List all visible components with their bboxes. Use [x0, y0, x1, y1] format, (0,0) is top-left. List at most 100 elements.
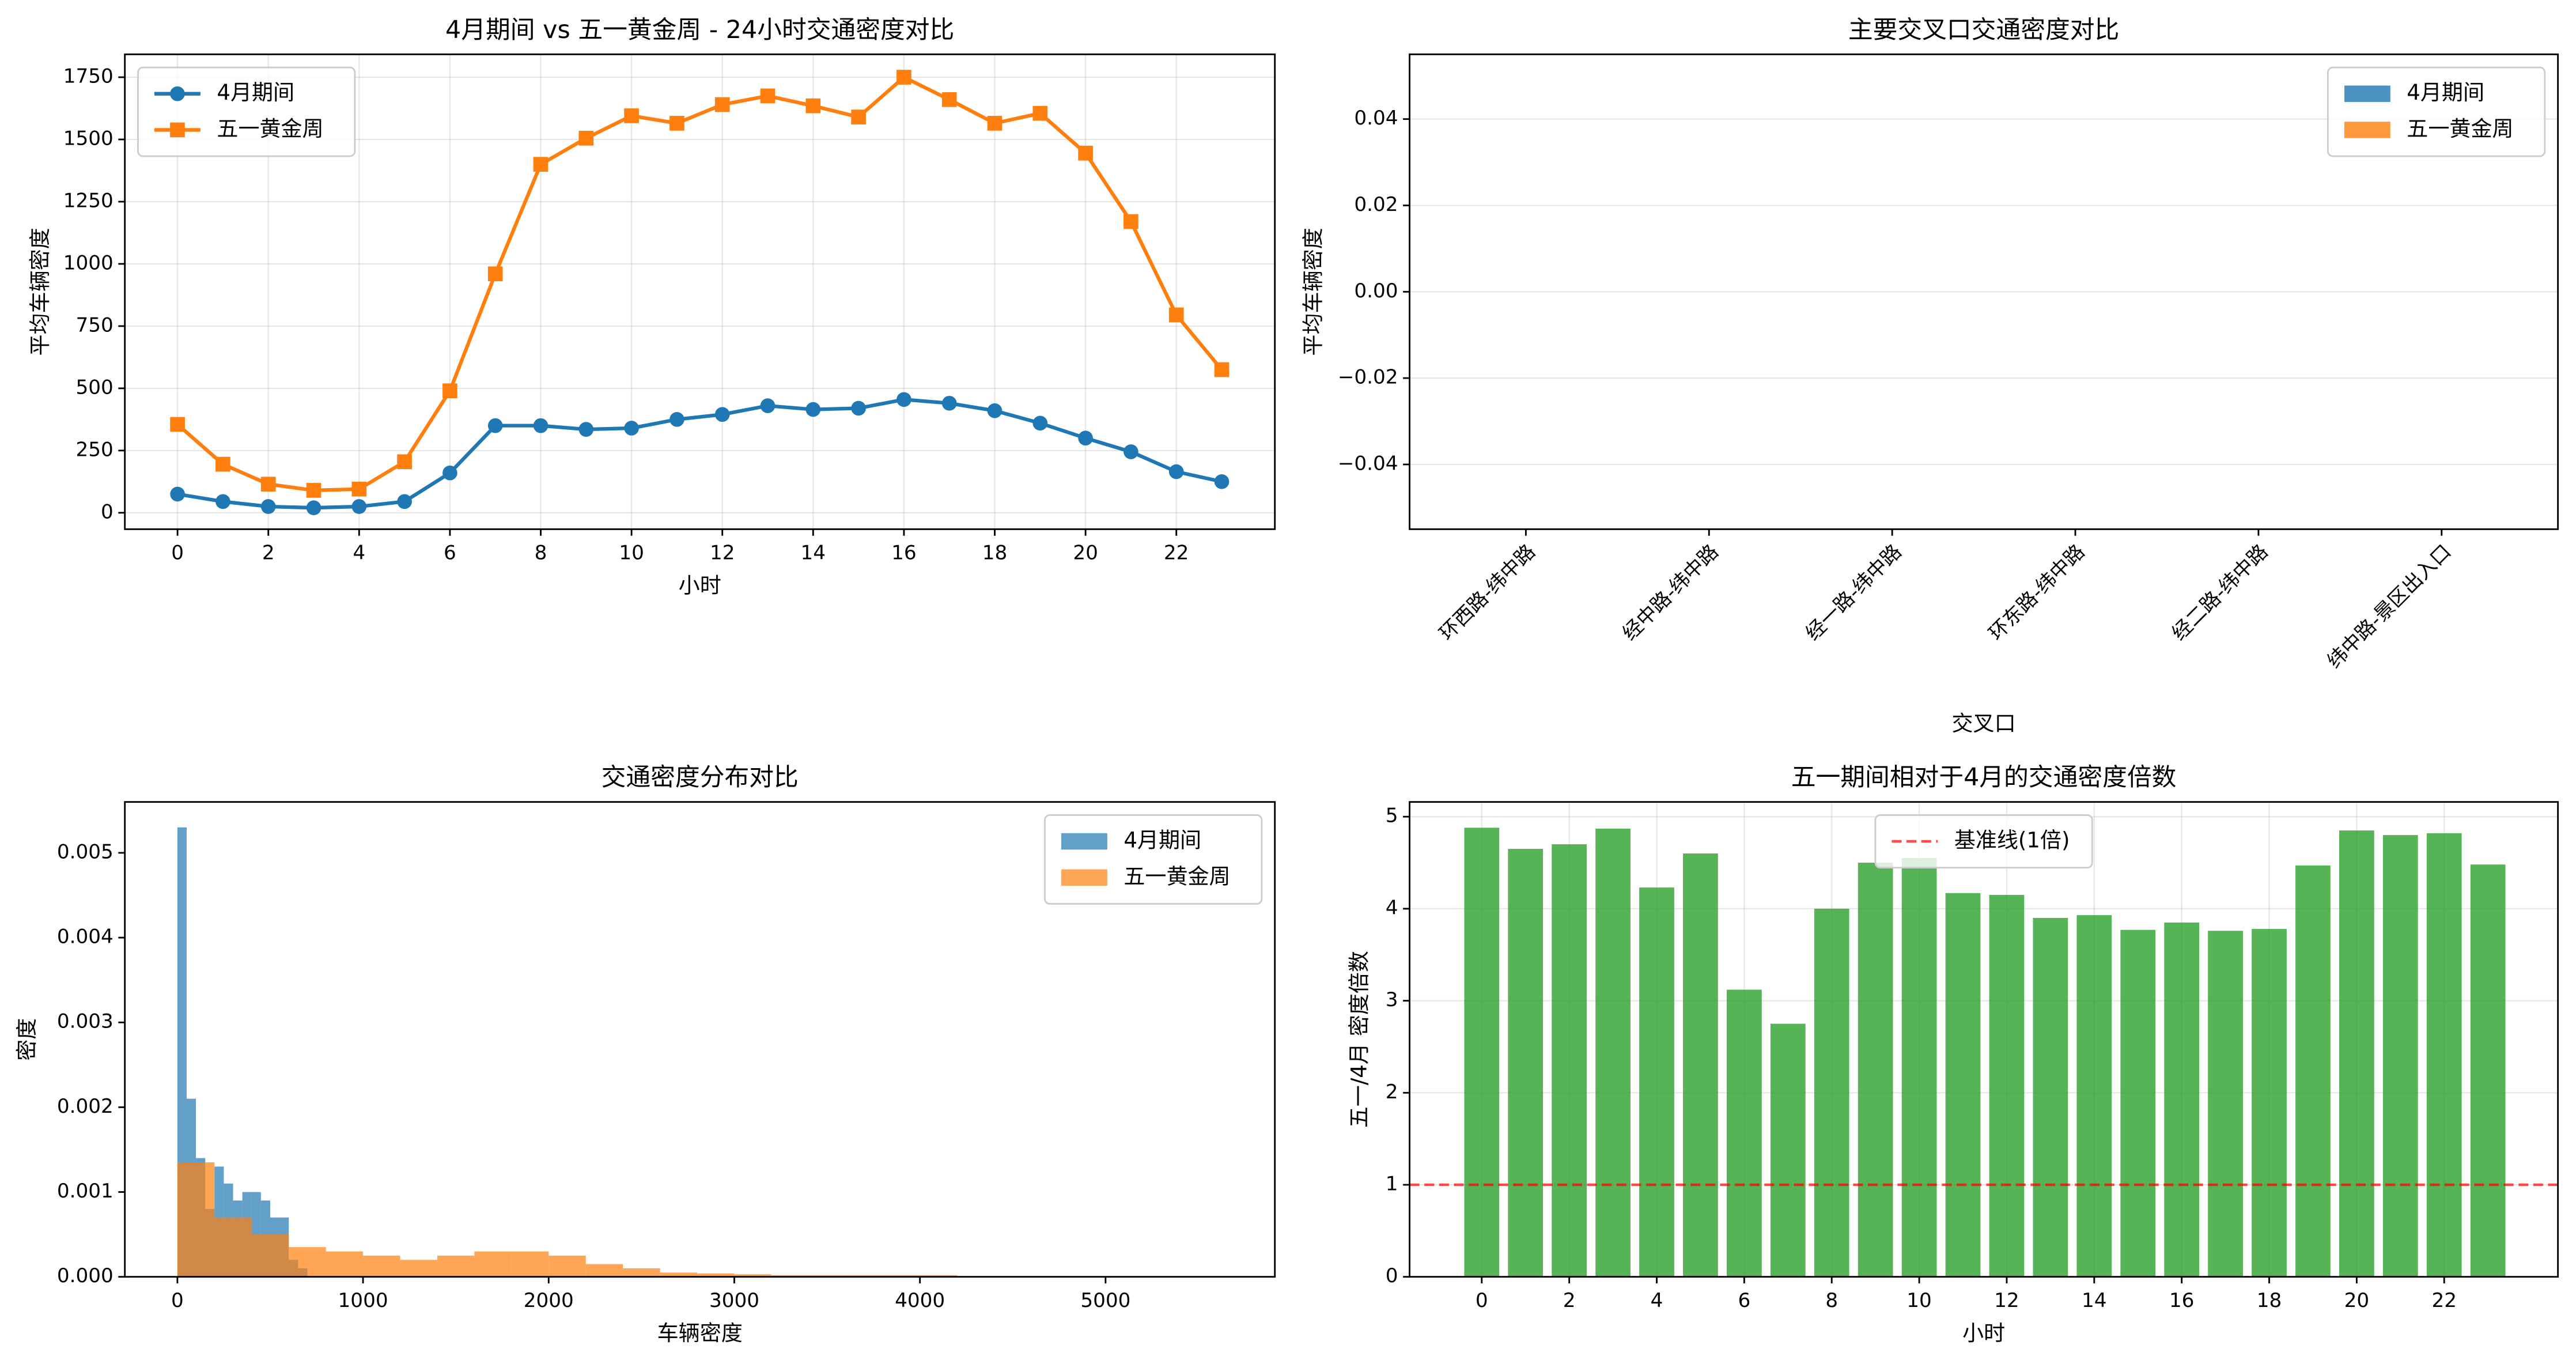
histogram-bar	[808, 1275, 846, 1277]
chart-panel: 0 250 500 750 1000 1250 1500 1750 0 2 4 6 8 10 12 14 16 1…	[28, 16, 1276, 598]
x-tick-label: 2	[262, 542, 275, 565]
bar	[2339, 830, 2374, 1277]
histogram-bar	[585, 1264, 623, 1277]
x-axis-label: 小时	[1962, 1321, 2005, 1346]
marker	[941, 395, 957, 411]
marker	[578, 130, 594, 146]
marker	[215, 456, 230, 472]
marker	[397, 494, 412, 509]
y-tick-label: 250	[75, 438, 113, 461]
bar	[2252, 929, 2287, 1277]
marker	[306, 483, 321, 498]
histogram-bar	[845, 1275, 883, 1277]
x-tick-label: 14	[801, 542, 826, 565]
y-tick-label: 0	[101, 500, 114, 523]
x-tick-label: 4000	[895, 1289, 945, 1312]
legend-marker	[170, 86, 185, 101]
x-tick-label: 0	[1476, 1289, 1488, 1312]
marker	[669, 116, 684, 131]
marker	[624, 108, 639, 123]
histogram-bar	[734, 1274, 771, 1277]
y-tick-label: −0.04	[1338, 452, 1398, 475]
y-axis-label: 五一/4月 密度倍数	[1346, 951, 1371, 1128]
axes-frame	[1409, 801, 2559, 1278]
x-tick-label: 20	[2344, 1289, 2370, 1312]
histogram-bar	[400, 1260, 437, 1277]
chart-title: 交通密度分布对比	[602, 763, 799, 792]
histogram-bar	[920, 1275, 958, 1277]
chart-title: 主要交叉口交通密度对比	[1848, 16, 2119, 44]
x-tick-label: 6	[444, 542, 456, 565]
marker	[1032, 105, 1048, 121]
marker	[397, 454, 412, 470]
marker	[1214, 362, 1230, 377]
legend-patch	[1061, 833, 1107, 850]
legend-label: 4月期间	[217, 80, 294, 105]
marker	[1124, 444, 1138, 459]
y-tick-label: 0.002	[57, 1095, 114, 1118]
x-axis-label: 交叉口	[1951, 711, 2015, 736]
marker	[1124, 214, 1138, 229]
y-tick-label: 2	[1386, 1080, 1398, 1104]
marker	[487, 266, 503, 282]
marker	[170, 417, 185, 432]
marker	[805, 98, 821, 114]
y-tick-label: 0.00	[1354, 279, 1398, 303]
histogram-bar	[177, 1162, 215, 1277]
chart-title: 五一期间相对于4月的交通密度倍数	[1791, 763, 2177, 792]
histogram-bar	[289, 1247, 326, 1277]
marker	[442, 383, 457, 399]
x-tick-label: 8	[1825, 1289, 1838, 1312]
legend-box	[137, 66, 356, 157]
y-tick-label: 0	[1386, 1264, 1398, 1287]
marker	[487, 418, 503, 433]
marker	[170, 486, 185, 502]
marker	[578, 422, 594, 437]
marker	[805, 402, 821, 417]
marker	[1214, 474, 1230, 489]
bar	[2076, 915, 2112, 1277]
bar	[1508, 849, 1544, 1277]
x-tick-label: 4	[353, 542, 365, 565]
marker	[624, 421, 639, 436]
x-tick-label: 3000	[709, 1289, 759, 1312]
marker	[897, 70, 911, 85]
x-tick-label: 10	[1907, 1289, 1932, 1312]
histogram-bar	[660, 1272, 698, 1277]
y-tick-label: 1000	[63, 251, 114, 274]
bar	[1945, 893, 1981, 1277]
marker	[351, 481, 367, 497]
histogram-bar	[326, 1251, 364, 1277]
marker	[442, 465, 457, 481]
marker	[760, 398, 776, 413]
histogram-bar	[883, 1275, 920, 1277]
y-tick-label: 0.005	[57, 840, 114, 863]
y-tick-label: 1250	[63, 189, 114, 212]
legend-patch	[1061, 869, 1107, 886]
bar	[1989, 894, 2025, 1277]
marker	[260, 477, 276, 492]
marker	[851, 109, 866, 124]
y-tick-label: 0.04	[1354, 107, 1398, 130]
legend-label: 4月期间	[2407, 80, 2484, 105]
histogram-bar	[623, 1268, 660, 1277]
bar	[1814, 908, 1849, 1277]
x-tick-label: 4	[1651, 1289, 1663, 1312]
legend-label: 基准线(1倍)	[1954, 828, 2070, 853]
y-tick-label: 1500	[63, 127, 114, 150]
legend-marker	[170, 122, 185, 138]
marker	[1168, 307, 1184, 323]
x-tick-label: 8	[535, 542, 547, 565]
chart-panel: 0.000 0.001 0.002 0.003 0.004 0.005 0 1000 2000 3…	[14, 763, 1276, 1346]
legend-label: 五一黄金周	[2407, 116, 2513, 141]
marker	[760, 88, 776, 104]
histogram-bar	[363, 1255, 400, 1277]
bar	[1595, 828, 1631, 1277]
x-axis-label: 小时	[679, 573, 721, 598]
marker	[1032, 415, 1048, 431]
histogram-bar	[549, 1255, 586, 1277]
marker	[851, 400, 866, 416]
bar	[2295, 865, 2331, 1277]
bar	[1683, 853, 1718, 1277]
